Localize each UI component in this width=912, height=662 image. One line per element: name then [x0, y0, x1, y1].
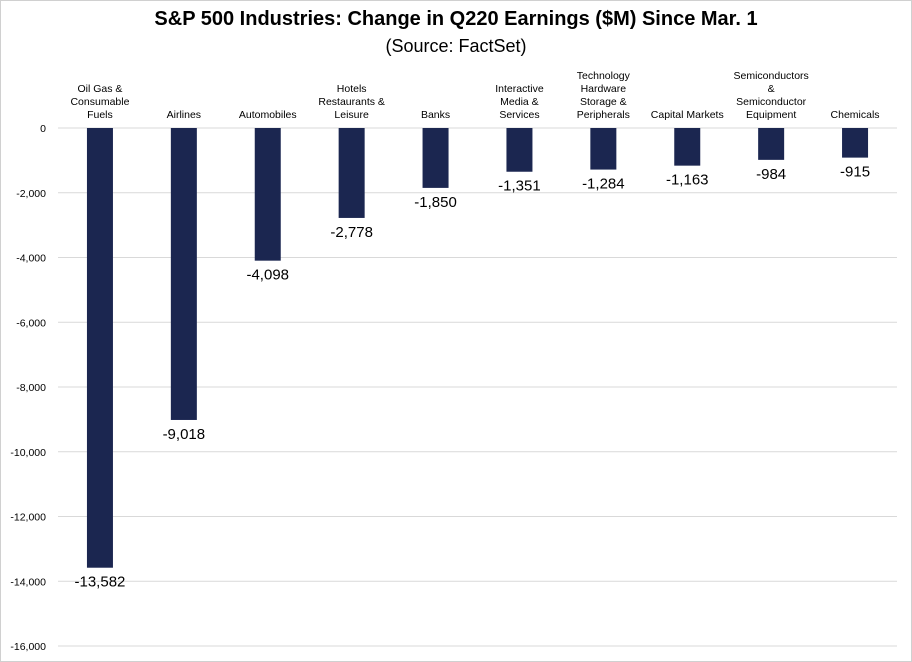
bar — [338, 128, 365, 218]
bar — [86, 128, 113, 568]
data-label: -915 — [840, 164, 870, 181]
bar — [842, 128, 869, 158]
data-label: -1,850 — [414, 194, 457, 211]
y-tick-label: -10,000 — [10, 447, 46, 459]
y-tick-label: -14,000 — [10, 576, 46, 588]
category-label: Automobiles — [239, 109, 297, 121]
bar — [422, 128, 449, 188]
category-label: Semiconductors & Semiconductor Equipment — [734, 70, 809, 121]
bar — [254, 128, 281, 261]
category-label: Banks — [421, 109, 450, 121]
data-label: -984 — [756, 166, 786, 183]
bar — [590, 128, 617, 170]
chart-title: S&P 500 Industries: Change in Q220 Earni… — [154, 8, 758, 30]
bar — [758, 128, 785, 160]
category-label: Capital Markets — [651, 109, 724, 121]
y-tick-label: -16,000 — [10, 641, 46, 653]
data-label: -13,582 — [75, 574, 126, 591]
data-label: -2,778 — [330, 224, 373, 241]
y-tick-label: -4,000 — [16, 253, 46, 265]
category-label: Chemicals — [831, 109, 880, 121]
category-label: Interactive Media & Services — [495, 83, 544, 121]
bar — [170, 128, 197, 420]
bar — [674, 128, 701, 166]
data-label: -4,098 — [246, 267, 289, 284]
data-label: -1,351 — [498, 178, 541, 195]
category-label: Oil Gas & Consumable Fuels — [70, 83, 129, 121]
data-label: -9,018 — [163, 426, 206, 443]
y-tick-label: 0 — [40, 123, 46, 135]
chart-subtitle: (Source: FactSet) — [385, 36, 527, 56]
y-tick-label: -6,000 — [16, 317, 46, 329]
category-label: Hotels Restaurants & Leisure — [318, 83, 385, 121]
data-label: -1,163 — [666, 172, 709, 189]
bar — [506, 128, 533, 172]
y-tick-label: -2,000 — [16, 188, 46, 200]
category-label: Technology Hardware Storage & Peripherals — [577, 70, 631, 121]
category-label: Airlines — [167, 109, 201, 121]
y-tick-label: -8,000 — [16, 382, 46, 394]
data-label: -1,284 — [582, 176, 625, 193]
y-tick-label: -12,000 — [10, 512, 46, 524]
